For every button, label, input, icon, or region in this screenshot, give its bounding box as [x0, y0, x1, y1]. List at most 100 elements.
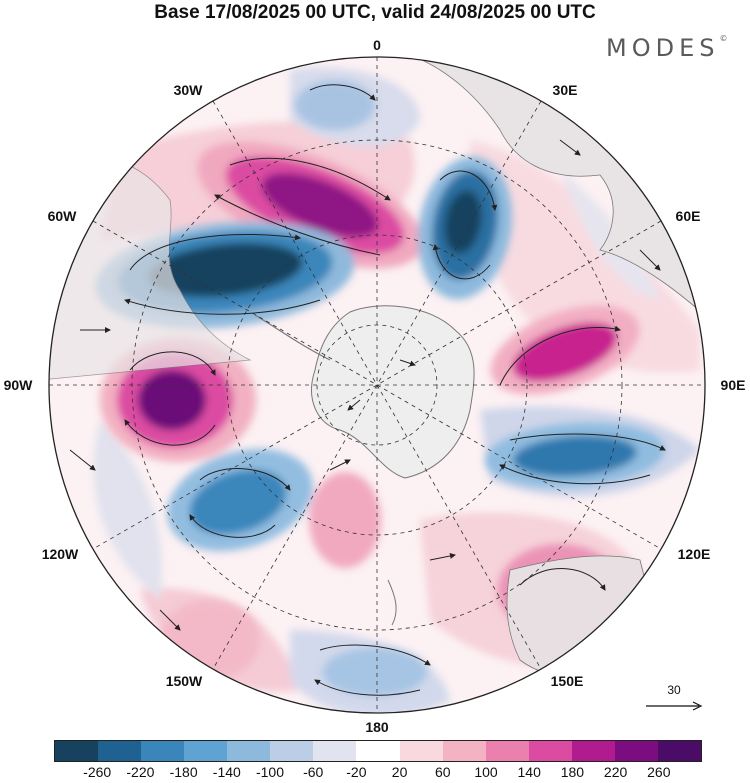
wind-vector — [429, 553, 456, 561]
negative-anomaly-core — [444, 190, 482, 254]
colorbar-swatch — [614, 741, 658, 761]
lon-label-90w: 90W — [4, 377, 34, 393]
map-title: Base 17/08/2025 00 UTC, valid 24/08/2025… — [154, 2, 596, 23]
colorbar-swatch — [313, 741, 357, 761]
colorbar-swatch — [270, 741, 314, 761]
meridian-30w-150e — [212, 100, 542, 670]
wind-vector — [314, 679, 421, 696]
antarctica-landmass — [311, 305, 475, 479]
wind-vector — [69, 449, 96, 471]
wind-vector — [439, 170, 498, 211]
colorbar-tick-label: -60 — [303, 764, 324, 780]
wind-vector — [129, 351, 216, 376]
wind-vector — [124, 419, 216, 446]
colorbar-swatch — [442, 741, 486, 761]
wind-vector — [319, 644, 431, 666]
polar-stereographic-map: 0 30E 60E 90E 120E 150E 180 150W 120W 90… — [4, 37, 746, 735]
wind-vectors — [69, 84, 666, 696]
wind-vector — [309, 84, 376, 101]
wind-vector — [329, 459, 351, 471]
colorbar-swatch — [356, 741, 400, 761]
lon-label-120e: 120E — [678, 546, 711, 562]
meridian-60w-120e — [92, 220, 662, 550]
lon-label-150e: 150E — [551, 673, 584, 689]
colorbar-swatch — [528, 741, 572, 761]
wind-vector — [432, 244, 491, 280]
positive-anomaly-core — [138, 370, 206, 430]
new-zealand-coastline — [387, 579, 397, 626]
wind-vector — [399, 359, 416, 367]
anomaly-field — [49, 57, 705, 713]
colorbar-tick-labels: -260 -220 -180 -140 -100 -60 -20 20 60 100 140 180 2… — [0, 764, 750, 782]
colorbar-tick-label: -180 — [169, 764, 198, 780]
lon-label-180: 180 — [365, 719, 389, 735]
reference-vector-label: 30 — [667, 683, 681, 697]
colorbar-swatch — [399, 741, 443, 761]
colorbar-tick-label: 60 — [435, 764, 451, 780]
reference-vector: 30 — [644, 683, 704, 713]
lon-label-30e: 30E — [553, 82, 578, 98]
lon-label-30w: 30W — [174, 82, 204, 98]
wind-vector — [519, 568, 606, 591]
modes-logo: MODES© — [606, 34, 727, 62]
colorbar-tick-label: -140 — [212, 764, 241, 780]
lon-label-60e: 60E — [676, 208, 701, 224]
wind-vector — [214, 194, 381, 256]
wind-vector — [639, 249, 661, 271]
meridian-30e-150w — [212, 100, 542, 670]
wind-vector — [124, 298, 321, 315]
colorbar-tick-label: 260 — [647, 764, 671, 780]
antarctic-peninsula — [254, 314, 331, 361]
colorbar-tick-label: 180 — [560, 764, 585, 780]
australia-landmass — [506, 555, 661, 678]
right-arrow-icon — [646, 701, 703, 711]
colorbar-tick-label: 140 — [517, 764, 541, 780]
colorbar-tick-label: 20 — [391, 764, 408, 780]
wind-vector — [229, 157, 391, 201]
lon-label-120w: 120W — [42, 546, 79, 562]
negative-anomaly-core — [147, 242, 303, 298]
colorbar-swatch — [657, 741, 701, 761]
colorbar-tick-label: 100 — [474, 764, 498, 780]
colorbar-tick-label: 220 — [603, 764, 628, 780]
lon-label-0: 0 — [373, 37, 381, 53]
map-boundary — [48, 56, 706, 714]
colorbar-swatch — [55, 741, 99, 761]
wind-vector — [509, 433, 666, 451]
wind-vector — [159, 609, 181, 631]
negative-anomaly-core — [295, 80, 375, 130]
colorbar-swatch — [141, 741, 185, 761]
colorbar-swatch — [98, 741, 142, 761]
positive-anomaly-core — [309, 472, 381, 568]
negative-anomaly-core — [513, 435, 637, 477]
lon-label-60w: 60W — [48, 208, 78, 224]
brand-text: MODES — [606, 34, 720, 62]
colorbar-swatch — [571, 741, 615, 761]
wind-vector — [347, 399, 361, 411]
wind-vector — [189, 514, 276, 538]
negative-anomaly-region — [93, 420, 162, 600]
wind-vector — [199, 468, 291, 491]
wind-vector — [499, 325, 621, 386]
lon-label-150w: 150W — [166, 673, 203, 689]
wind-vector — [129, 234, 301, 271]
colorbar — [54, 740, 702, 762]
wind-vector — [559, 139, 581, 156]
positive-anomaly-core — [512, 322, 618, 382]
positive-anomaly-core — [261, 172, 379, 238]
colorbar-tick-label: -20 — [346, 764, 367, 780]
brand-mark: © — [719, 34, 728, 43]
colorbar-swatch — [227, 741, 271, 761]
wind-vector — [569, 649, 591, 671]
graticule — [49, 57, 705, 713]
negative-anomaly-core — [323, 648, 427, 696]
negative-anomaly-core — [189, 469, 287, 535]
wind-vector — [499, 464, 651, 485]
colorbar-tick-label: -260 — [83, 764, 112, 780]
colorbar-swatch — [485, 741, 529, 761]
colorbar-tick-label: -100 — [255, 764, 285, 780]
latitude-circle — [316, 324, 438, 446]
meridian-60e-120w — [92, 220, 662, 550]
colorbar-tick-label: -220 — [126, 764, 155, 780]
lon-label-90e: 90E — [721, 377, 746, 393]
